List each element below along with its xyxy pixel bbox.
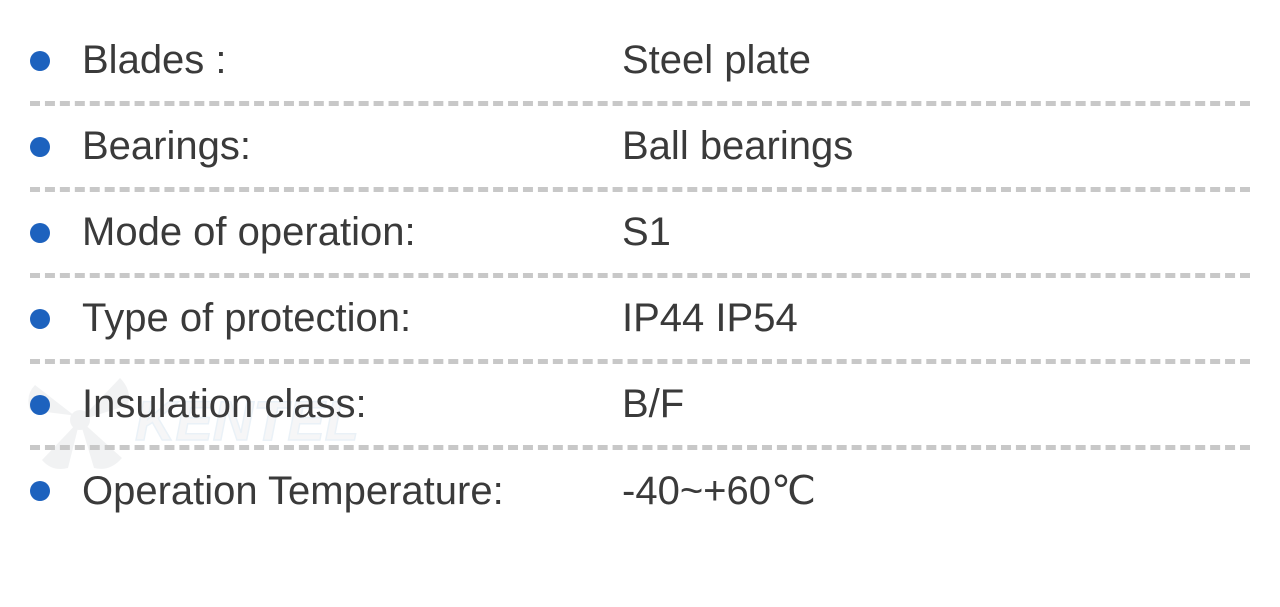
spec-row: Insulation class: B/F bbox=[30, 364, 1250, 450]
spec-value: Steel plate bbox=[622, 38, 811, 83]
spec-value: Ball bearings bbox=[622, 124, 853, 169]
spec-value: S1 bbox=[622, 210, 671, 255]
spec-row: Blades : Steel plate bbox=[30, 20, 1250, 106]
bullet-icon bbox=[30, 395, 50, 415]
spec-value: B/F bbox=[622, 382, 684, 427]
bullet-icon bbox=[30, 481, 50, 501]
spec-label: Type of protection: bbox=[82, 296, 622, 341]
spec-row: Mode of operation: S1 bbox=[30, 192, 1250, 278]
spec-value: IP44 IP54 bbox=[622, 296, 798, 341]
spec-label: Mode of operation: bbox=[82, 210, 622, 255]
bullet-icon bbox=[30, 309, 50, 329]
spec-label: Bearings: bbox=[82, 124, 622, 169]
spec-value: -40~+60℃ bbox=[622, 468, 816, 514]
spec-label: Blades : bbox=[82, 38, 622, 83]
specification-list: Blades : Steel plate Bearings: Ball bear… bbox=[30, 20, 1250, 532]
bullet-icon bbox=[30, 51, 50, 71]
bullet-icon bbox=[30, 223, 50, 243]
spec-row: Bearings: Ball bearings bbox=[30, 106, 1250, 192]
spec-label: Operation Temperature: bbox=[82, 469, 622, 514]
bullet-icon bbox=[30, 137, 50, 157]
spec-row: Operation Temperature: -40~+60℃ bbox=[30, 450, 1250, 532]
spec-label: Insulation class: bbox=[82, 382, 622, 427]
spec-row: Type of protection: IP44 IP54 bbox=[30, 278, 1250, 364]
